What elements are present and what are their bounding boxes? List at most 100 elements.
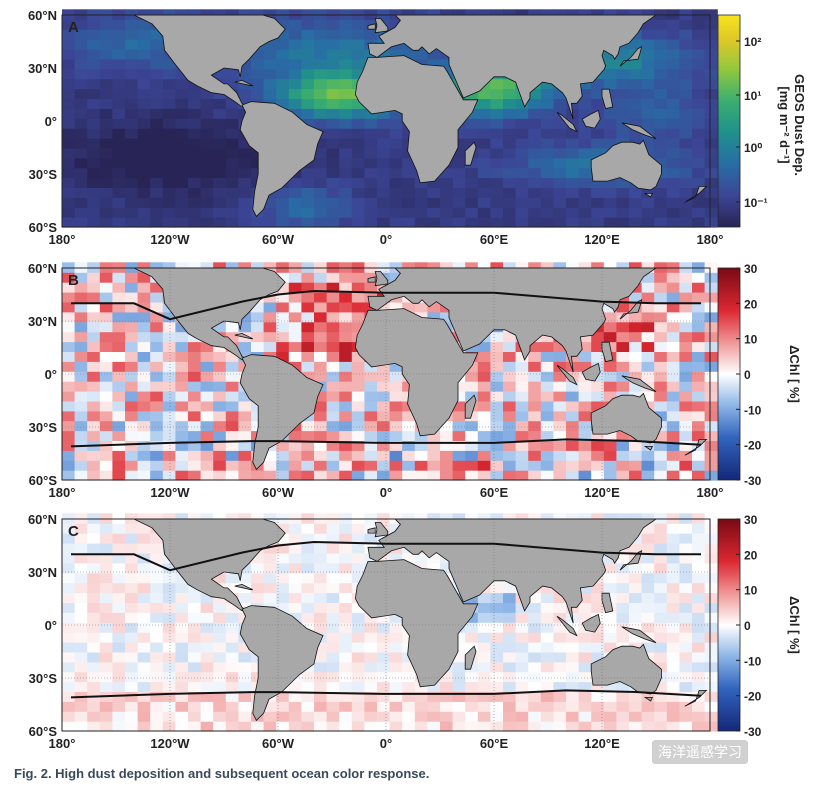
grid-cell [629,197,643,208]
grid-cell [125,721,139,732]
grid-cell [465,681,479,692]
grid-cell [99,361,113,372]
grid-cell [666,341,680,352]
grid-cell [99,19,113,30]
grid-cell [150,642,164,653]
grid-cell [175,642,189,653]
grid-cell [301,19,315,30]
grid-cell [553,118,567,129]
grid-cell [288,701,302,712]
grid-cell [692,207,706,218]
grid-cell [225,572,239,584]
grid-cell [553,410,567,422]
grid-cell [301,78,315,90]
grid-cell [465,128,479,139]
grid-cell [629,321,643,333]
grid-cell [87,78,101,90]
grid-cell [641,450,655,461]
grid-cell [137,420,151,432]
grid-cell [162,311,176,323]
grid-cell [339,108,353,119]
grid-cell [112,29,126,40]
grid-cell [629,68,643,80]
grid-cell [288,282,302,293]
grid-cell [389,301,403,313]
grid-cell [288,361,302,372]
grid-cell [263,39,277,50]
grid-cell [528,361,542,372]
grid-cell [591,651,605,663]
grid-cell [440,217,454,228]
grid-cell [326,691,340,702]
grid-cell [616,207,630,218]
grid-cell [74,321,88,333]
grid-cell [490,592,504,603]
grid-cell [528,157,542,169]
grid-cell [490,381,504,392]
grid-cell [238,321,252,333]
grid-cell [629,602,643,613]
grid-cell [200,381,214,392]
x-tick-label: 120°W [150,485,190,500]
grid-cell [503,128,517,139]
grid-cell [339,98,353,109]
grid-cell [188,632,202,643]
grid-cell [188,118,202,129]
grid-cell [603,311,617,323]
grid-cell [477,197,491,208]
grid-cell [490,391,504,402]
colorbar-title: GEOS Dust Dep. [792,74,807,176]
grid-cell [654,450,668,461]
grid-cell [301,301,315,313]
grid-cell [440,671,454,683]
grid-cell [402,197,416,208]
grid-cell [389,661,403,673]
land-layer [132,15,708,218]
grid-cell [87,217,101,228]
grid-cell [62,351,76,362]
grid-cell [629,108,643,119]
grid-cell [666,147,680,159]
x-tick-label: 180° [49,232,76,247]
grid-cell [578,98,592,109]
grid-cell [314,88,328,99]
grid-cell [87,410,101,422]
grid-cell [440,187,454,198]
grid-cell [200,138,214,149]
grid-cell [364,167,378,179]
grid-cell [452,381,466,392]
grid-cell [503,622,517,633]
landmass [354,55,479,184]
grid-cell [112,661,126,673]
grid-cell [276,721,290,732]
grid-cell [654,440,668,451]
grid-cell [62,552,76,564]
grid-cell [566,622,580,633]
grid-cell [477,592,491,603]
grid-cell [704,711,718,722]
grid-cell [679,19,693,30]
grid-cell [641,39,655,50]
grid-cell [62,420,76,432]
grid-cell [578,592,592,603]
grid-cell [99,371,113,382]
grid-cell [326,78,340,90]
grid-cell [339,622,353,633]
grid-cell [150,217,164,228]
grid-cell [339,48,353,60]
grid-cell [87,523,101,534]
grid-cell [339,552,353,564]
grid-cell [263,197,277,208]
grid-cell [351,460,365,471]
grid-cell [251,661,265,673]
grid-cell [87,711,101,722]
grid-cell [377,671,391,683]
grid-cell [238,661,252,673]
grid-cell [87,543,101,554]
grid-cell [679,331,693,343]
grid-cell [465,177,479,188]
grid-cell [150,108,164,119]
grid-cell [553,167,567,179]
grid-cell [74,701,88,712]
grid-cell [150,632,164,643]
